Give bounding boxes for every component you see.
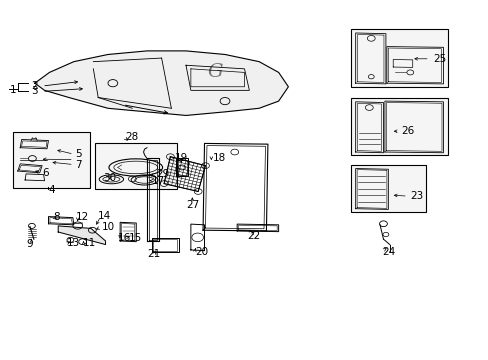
Text: 17: 17 xyxy=(152,176,165,186)
Text: 18: 18 xyxy=(212,153,225,163)
Text: 5: 5 xyxy=(75,149,81,159)
Text: 1: 1 xyxy=(9,85,16,95)
Text: G: G xyxy=(207,63,223,81)
Bar xyxy=(13,132,90,188)
Text: 22: 22 xyxy=(246,231,260,240)
Text: 2: 2 xyxy=(31,81,38,91)
Text: 4: 4 xyxy=(48,185,55,195)
Polygon shape xyxy=(35,51,288,116)
Bar xyxy=(350,98,447,155)
Text: 14: 14 xyxy=(98,211,111,221)
Polygon shape xyxy=(58,226,105,244)
Text: 25: 25 xyxy=(433,54,446,64)
Text: 9: 9 xyxy=(26,239,33,249)
Bar xyxy=(350,165,426,212)
Text: 3: 3 xyxy=(31,86,38,96)
Text: 19: 19 xyxy=(175,153,188,163)
Text: 16: 16 xyxy=(118,233,131,243)
Text: 8: 8 xyxy=(53,212,60,221)
Text: 13: 13 xyxy=(67,238,80,248)
Text: 7: 7 xyxy=(75,159,81,170)
Text: 10: 10 xyxy=(102,222,115,232)
Text: 27: 27 xyxy=(185,200,199,210)
Text: 23: 23 xyxy=(409,191,423,201)
Text: 28: 28 xyxy=(125,132,138,142)
Text: 20: 20 xyxy=(194,247,207,257)
Text: 6: 6 xyxy=(42,168,49,178)
Bar xyxy=(350,30,447,87)
Bar xyxy=(95,143,176,189)
Text: 26: 26 xyxy=(401,126,414,135)
Text: 21: 21 xyxy=(147,248,160,258)
Text: 12: 12 xyxy=(76,212,89,221)
Text: 11: 11 xyxy=(82,238,96,248)
Text: 24: 24 xyxy=(381,247,394,257)
Text: 15: 15 xyxy=(128,233,142,243)
Text: 29: 29 xyxy=(157,168,170,179)
Text: 30: 30 xyxy=(103,173,116,183)
